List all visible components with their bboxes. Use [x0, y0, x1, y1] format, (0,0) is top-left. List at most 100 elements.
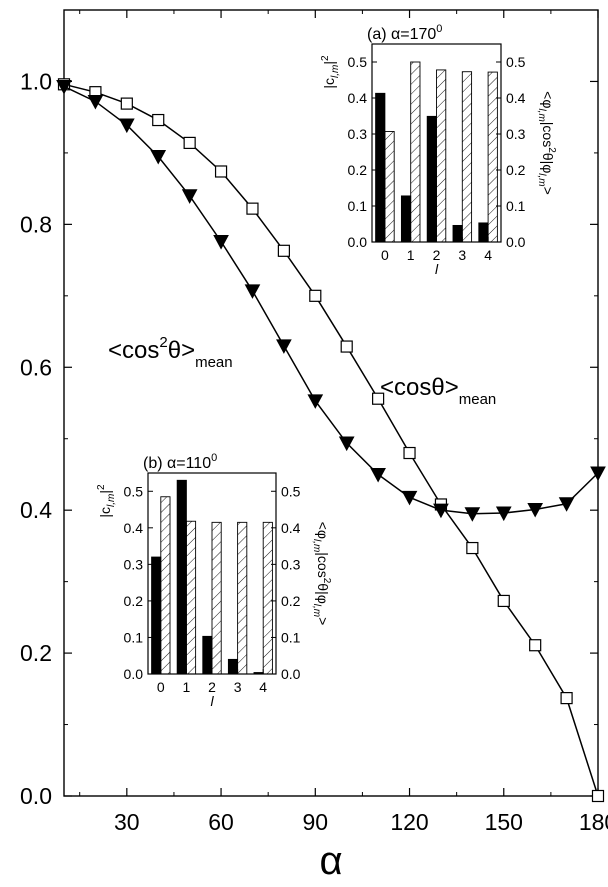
x-tick-label: 120: [390, 809, 428, 835]
data-point-cos: [340, 340, 353, 353]
y-tick-label-right: 0.2: [506, 162, 526, 178]
y-tick-label: 0.1: [124, 629, 144, 645]
bar-expect: [211, 521, 222, 675]
data-point-cos: [403, 446, 416, 460]
x-tick-label: 60: [208, 809, 234, 835]
data-point-cos: [183, 136, 196, 150]
main-plot: 3060901201501800.00.20.40.60.81.0α<cos2θ…: [20, 9, 608, 883]
data-point-cos: [529, 639, 542, 652]
data-point-cos: [309, 289, 322, 302]
x-tick-label: 150: [485, 809, 523, 835]
inset-y-label-text: |: [321, 61, 337, 65]
bar-expect: [262, 521, 273, 675]
annotation-text: <cosθ>: [380, 374, 459, 401]
bar-c2: [426, 115, 437, 243]
data-point-cos2: [433, 503, 449, 519]
x-tick-label: 1: [183, 679, 191, 695]
x-tick-label: 90: [302, 809, 328, 835]
data-point-cos2: [527, 502, 544, 518]
inset-y-label-text: >: [315, 617, 331, 625]
inset-y-label-superscript: 2: [321, 578, 332, 584]
y-tick-label: 0.0: [20, 783, 52, 809]
y-tick-label-right: 0.4: [506, 90, 526, 106]
annotation-superscript: 2: [159, 334, 167, 351]
series-line-cos: [63, 83, 599, 797]
inset-title-superscript: 0: [436, 23, 442, 35]
inset-inset-a: 0 1 2 3 4 0.0 0.0 0.1 0.1 0.2 0.2 0.3 0.3 0.4 0.4 0.5 0.…: [320, 23, 557, 277]
annotation-text: <cos: [108, 337, 159, 364]
x-tick-label: 180: [579, 809, 608, 835]
y-tick-label-right: 0.3: [506, 126, 526, 142]
inset-y-label: |cl,m|2: [320, 55, 341, 89]
x-tick-label: 4: [259, 679, 267, 695]
cos2-mean-annotation: <cos2θ>mean: [108, 334, 233, 371]
data-point-cos: [372, 392, 385, 405]
inset-y-label-right: <φl,m|cos2θ|φl,m>: [311, 522, 332, 626]
bar-c2: [400, 195, 412, 243]
inset-y-label-subscript: l,m: [106, 494, 117, 507]
inset-y-label-superscript: 2: [96, 484, 107, 490]
bar-c2: [151, 556, 162, 675]
x-axis-label: α: [319, 839, 342, 882]
y-tick-label-right: 0.1: [506, 198, 526, 214]
inset-y-label-text: |c: [97, 507, 113, 518]
inset-y-label-right: <φl,m|cos2θ|φl,m>: [536, 91, 557, 195]
y-tick-label-right: 0.5: [281, 483, 301, 499]
bar-expect: [160, 496, 171, 675]
bar-c2: [227, 658, 239, 675]
y-tick-label: 0.1: [348, 198, 368, 214]
y-tick-label: 0.3: [124, 556, 144, 572]
y-tick-label: 0.3: [348, 126, 368, 142]
x-tick-label: 2: [433, 247, 441, 263]
data-point-cos2: [590, 466, 606, 482]
x-tick-label: 1: [407, 247, 415, 263]
bar-expect: [185, 520, 197, 675]
y-tick-label: 0.5: [348, 54, 368, 70]
bar-c2: [452, 224, 463, 243]
y-tick-label-right: 0.2: [281, 593, 301, 609]
data-point-cos: [214, 165, 228, 178]
x-tick-label: 4: [484, 247, 492, 263]
data-point-cos2: [150, 149, 167, 165]
inset-y-label-subscript: l,m: [330, 65, 341, 78]
inset-title-text: (b) α=110: [143, 455, 211, 472]
bar-expect: [384, 131, 395, 243]
data-point-cos2: [464, 507, 481, 522]
y-tick-label-right: 0.0: [281, 666, 301, 682]
data-point-cos: [246, 202, 259, 215]
inset-y-label-text: θ|φ: [540, 153, 556, 174]
annotation-subscript: mean: [459, 391, 497, 408]
y-tick-label-right: 0.4: [281, 520, 301, 536]
data-point-cos2: [56, 79, 72, 95]
bar-expect: [436, 69, 447, 243]
data-point-cos2: [244, 284, 261, 299]
y-tick-label-right: 0.5: [506, 54, 526, 70]
data-point-cos: [152, 113, 165, 127]
data-point-cos2: [307, 394, 324, 409]
data-point-cos: [277, 244, 290, 257]
data-point-cos: [466, 541, 479, 555]
y-tick-label: 0.2: [20, 640, 52, 666]
x-tick-label: 2: [208, 679, 216, 695]
y-tick-label: 1.0: [20, 68, 52, 94]
data-point-cos2: [495, 506, 512, 522]
y-tick-label-right: 0.1: [281, 629, 301, 645]
inset-y-label-text: θ|φ: [315, 583, 331, 604]
y-tick-label: 0.2: [124, 593, 144, 609]
data-point-cos: [497, 594, 510, 608]
bar-c2: [375, 92, 386, 243]
bar-expect: [461, 71, 473, 243]
inset-title-superscript: 0: [211, 452, 217, 464]
data-point-cos2: [276, 339, 292, 354]
bar-c2: [202, 635, 213, 675]
y-tick-label-right: 0.3: [281, 556, 301, 572]
inset-inset-b: 0 1 2 3 4 0.0 0.0 0.1 0.1 0.2 0.2 0.3 0.3 0.4 0.4 0.5 0.…: [96, 452, 332, 709]
inset-y-label-text: |cos: [315, 552, 331, 577]
inset-x-label: l: [210, 693, 214, 709]
bar-expect: [237, 521, 248, 675]
y-tick-label: 0.0: [348, 234, 368, 250]
inset-y-label-text: <φ: [540, 91, 556, 108]
bar-expect: [410, 61, 421, 243]
inset-y-label-text: |: [97, 490, 113, 494]
